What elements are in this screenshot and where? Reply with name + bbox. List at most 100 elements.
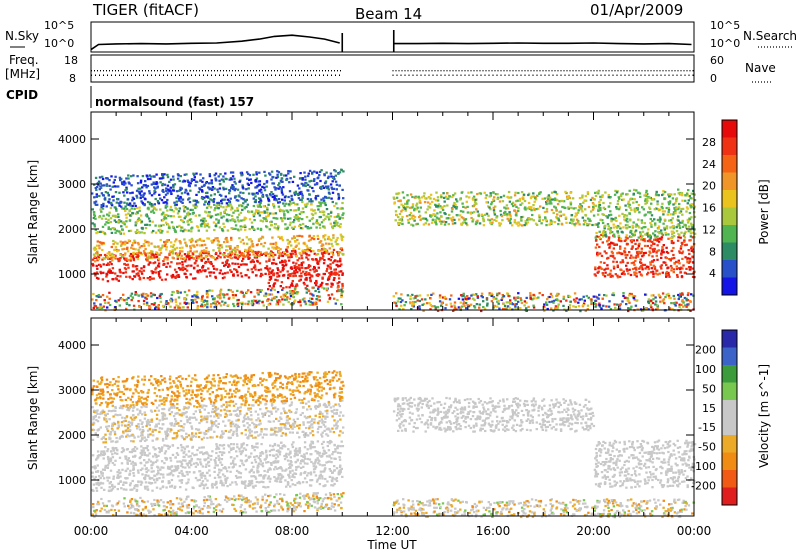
heat-cell: [635, 268, 638, 271]
heat-cell: [641, 268, 644, 271]
heat-cell: [123, 207, 126, 210]
heat-cell: [131, 244, 134, 247]
heat-cell: [648, 234, 652, 237]
heat-cell: [149, 175, 153, 178]
heat-cell: [203, 203, 206, 206]
heat-cell: [140, 293, 144, 296]
heat-cell: [298, 217, 301, 220]
heat-cell: [689, 229, 692, 232]
heat-cell: [431, 218, 435, 221]
heat-cell: [94, 203, 98, 206]
heat-cell: [234, 182, 237, 185]
heat-cell: [464, 296, 467, 299]
heat-cell: [436, 199, 440, 202]
colorbar-tick-label: 20: [702, 180, 716, 193]
heat-cell: [340, 295, 343, 299]
heat-cell: [277, 275, 281, 278]
heat-cell: [301, 194, 304, 197]
heat-cell: [455, 198, 458, 201]
heat-cell: [608, 244, 612, 247]
heat-cell: [175, 271, 178, 274]
heat-cell: [122, 232, 126, 235]
heat-cell: [533, 197, 537, 200]
heat-cell: [130, 175, 133, 178]
heat-cell: [475, 221, 479, 224]
heat-cell: [508, 219, 512, 222]
heat-cell: [196, 244, 199, 247]
heat-cell: [336, 286, 340, 289]
heat-cell: [265, 265, 269, 268]
heat-cell: [532, 293, 535, 296]
heat-cell: [211, 295, 214, 298]
heat-cell: [122, 221, 126, 224]
heat-cell: [242, 295, 246, 298]
heat-cell: [275, 303, 278, 306]
heat-cell: [254, 195, 257, 198]
heat-cell: [295, 244, 298, 247]
heat-cell: [160, 292, 163, 296]
heat-cell: [324, 196, 327, 199]
heat-cell: [613, 218, 616, 221]
heat-cell: [605, 252, 608, 255]
heat-cell: [265, 215, 268, 218]
heat-cell: [601, 241, 604, 244]
heat-cell: [137, 294, 140, 297]
heat-cell: [659, 218, 662, 221]
heat-cell: [675, 226, 678, 229]
heat-cell: [308, 200, 311, 203]
heat-cell: [101, 258, 104, 261]
heat-cell: [125, 259, 129, 262]
heat-cell: [584, 220, 587, 223]
heat-cell: [410, 223, 413, 226]
heat-cell: [490, 292, 493, 295]
heat-cell: [181, 219, 184, 222]
heat-cell: [625, 227, 629, 230]
heat-cell: [395, 292, 398, 295]
heat-cell: [336, 236, 339, 240]
heat-cell: [173, 204, 177, 207]
heat-cell: [662, 190, 665, 193]
heat-cell: [515, 200, 518, 203]
heat-cell: [294, 472, 298, 475]
heat-cell: [679, 271, 683, 274]
heat-cell: [125, 298, 129, 301]
heat-cell: [306, 248, 309, 251]
heat-cell: [600, 254, 604, 257]
heat-cell: [95, 306, 99, 309]
heat-cell: [636, 251, 639, 254]
heat-cell: [105, 221, 108, 224]
heat-cell: [637, 226, 641, 229]
heat-cell: [632, 221, 635, 224]
heat-cell: [226, 229, 230, 232]
heat-cell: [218, 226, 222, 229]
heat-cell: [691, 226, 694, 229]
heat-cell: [621, 198, 624, 201]
heat-cell: [598, 201, 601, 204]
heat-cell: [415, 223, 418, 226]
heat-cell: [475, 202, 478, 205]
heat-cell: [201, 190, 204, 193]
heat-cell: [120, 205, 123, 208]
heat-cell: [219, 292, 222, 295]
heat-cell: [684, 244, 687, 247]
heat-cell: [118, 268, 121, 271]
heat-cell: [509, 299, 512, 302]
heat-cell: [317, 260, 321, 263]
heat-cell: [685, 210, 688, 213]
heat-cell: [134, 230, 137, 234]
heat-cell: [174, 298, 177, 301]
heat-cell: [288, 286, 291, 289]
freq-label-1: Freq.: [9, 53, 39, 67]
heat-cell: [665, 257, 668, 260]
heat-cell: [119, 179, 122, 182]
heat-cell: [203, 225, 207, 228]
heat-cell: [642, 254, 645, 257]
heat-cell: [158, 276, 162, 279]
heat-cell: [130, 292, 134, 295]
heat-cell: [246, 252, 250, 255]
heat-cell: [525, 223, 528, 226]
heat-cell: [197, 229, 200, 232]
heat-cell: [640, 274, 644, 277]
nsky-label: N.Sky: [5, 29, 39, 43]
heat-cell: [160, 247, 163, 250]
